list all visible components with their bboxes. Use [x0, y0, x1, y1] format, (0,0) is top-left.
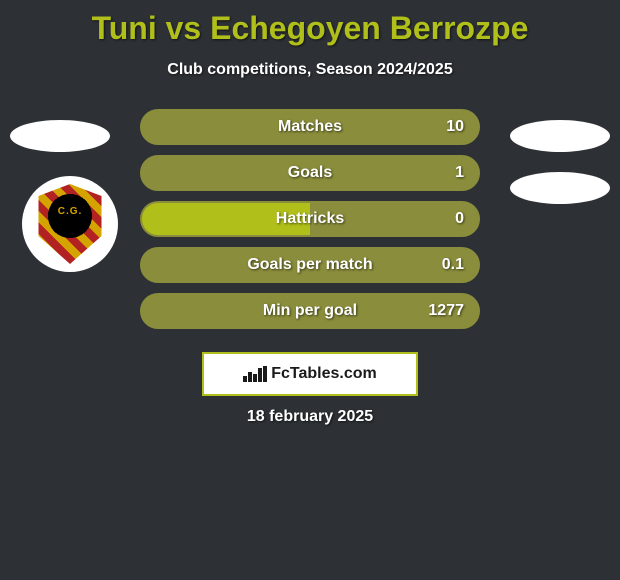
stat-right-value: 1277	[428, 302, 464, 320]
stat-row: Min per goal 1277	[140, 293, 480, 329]
subtitle: Club competitions, Season 2024/2025	[0, 61, 620, 79]
stat-right-value: 0.1	[442, 256, 464, 274]
brand-box[interactable]: FcTables.com	[202, 352, 418, 396]
stat-row: Hattricks 0	[140, 201, 480, 237]
stat-label: Min per goal	[263, 302, 357, 320]
stat-right-value: 10	[446, 118, 464, 136]
brand-text: FcTables.com	[271, 365, 377, 383]
stat-row: Goals 1	[140, 155, 480, 191]
stat-label: Goals	[288, 164, 332, 182]
date-text: 18 february 2025	[0, 408, 620, 426]
stat-label: Matches	[278, 118, 342, 136]
stat-row: Goals per match 0.1	[140, 247, 480, 283]
stat-label: Hattricks	[276, 210, 344, 228]
stat-label: Goals per match	[247, 256, 372, 274]
stat-row: Matches 10	[140, 109, 480, 145]
brand-chart-icon	[243, 366, 265, 382]
stats-area: Matches 10 Goals 1 Hattricks 0 Goals per match…	[0, 109, 620, 349]
page-title: Tuni vs Echegoyen Berrozpe	[0, 0, 620, 47]
stat-right-value: 1	[455, 164, 464, 182]
stat-right-value: 0	[455, 210, 464, 228]
